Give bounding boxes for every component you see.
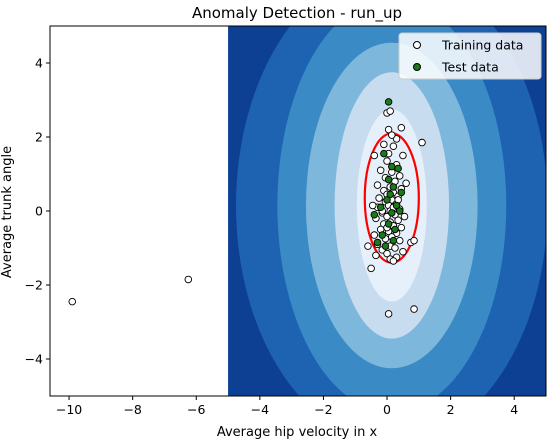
training-point — [389, 142, 398, 150]
test-point — [373, 238, 382, 247]
legend-label-training: Training data — [441, 38, 523, 53]
y-tick-label: 2 — [35, 130, 43, 145]
training-point — [399, 247, 407, 256]
training-point — [402, 179, 410, 187]
x-axis-label: Average hip velocity in x — [217, 425, 378, 440]
training-point — [400, 212, 409, 221]
y-tick-label: 4 — [35, 56, 43, 71]
test-point — [384, 220, 393, 228]
training-point — [383, 157, 391, 165]
training-point — [391, 244, 399, 252]
test-point — [370, 210, 379, 219]
training-point — [376, 166, 385, 175]
test-point — [380, 149, 388, 158]
training-point — [383, 249, 391, 258]
training-point — [410, 305, 418, 313]
legend: Training data Test data — [398, 32, 542, 80]
test-point — [389, 183, 398, 191]
chart-title: Anomaly Detection - run_up — [192, 4, 402, 23]
test-point — [397, 188, 406, 197]
test-point — [388, 209, 396, 217]
test-point — [384, 175, 393, 184]
test-point — [386, 190, 394, 199]
training-point — [364, 242, 372, 250]
x-tick-label: −6 — [187, 402, 205, 417]
test-point — [395, 207, 404, 215]
test-point — [378, 231, 387, 239]
training-point — [397, 123, 406, 132]
test-point — [391, 225, 399, 234]
x-tick-label: 4 — [510, 402, 518, 417]
x-tick-label: −2 — [314, 402, 332, 417]
x-tick-label: −10 — [56, 402, 82, 417]
plot-area — [68, 26, 546, 396]
training-point — [367, 264, 375, 273]
test-point — [394, 164, 402, 173]
y-tick-label: −4 — [25, 352, 43, 367]
training-point — [394, 216, 402, 224]
x-tick-label: 0 — [383, 402, 391, 417]
training-point — [388, 131, 396, 139]
training-point — [418, 138, 426, 147]
test-point — [384, 98, 393, 106]
legend-marker-training — [413, 41, 421, 49]
training-point — [397, 223, 406, 232]
x-tick-label: −8 — [123, 402, 141, 417]
y-tick-label: 0 — [35, 204, 43, 219]
y-tick-label: −2 — [25, 278, 43, 293]
training-point — [372, 251, 380, 260]
training-point — [375, 194, 383, 202]
training-point — [399, 151, 407, 160]
training-point — [389, 257, 398, 265]
y-axis: −4 −2 0 2 4 — [25, 56, 50, 367]
training-point — [370, 231, 379, 239]
training-point — [384, 125, 393, 134]
legend-box — [398, 32, 542, 80]
training-point — [370, 151, 379, 160]
training-point — [395, 172, 404, 180]
training-point — [380, 140, 388, 149]
training-point — [368, 201, 377, 210]
training-point — [373, 181, 382, 189]
test-point — [381, 242, 390, 250]
legend-label-test: Test data — [441, 60, 499, 75]
test-point — [388, 162, 396, 171]
legend-marker-test — [413, 63, 421, 71]
training-point — [184, 275, 193, 284]
test-point — [392, 201, 401, 210]
test-point — [383, 196, 391, 204]
test-point — [389, 236, 398, 245]
x-tick-label: −4 — [251, 402, 269, 417]
y-axis-label: Average trunk angle — [0, 146, 15, 278]
training-point — [384, 310, 393, 318]
test-point — [376, 203, 385, 212]
scatter-points — [68, 98, 426, 318]
training-point — [68, 297, 77, 306]
x-axis: −10 −8 −6 −4 −2 0 2 4 — [56, 396, 518, 417]
x-tick-label: 2 — [447, 402, 455, 417]
training-point — [395, 236, 404, 245]
training-point — [386, 107, 394, 115]
training-point — [410, 236, 418, 245]
